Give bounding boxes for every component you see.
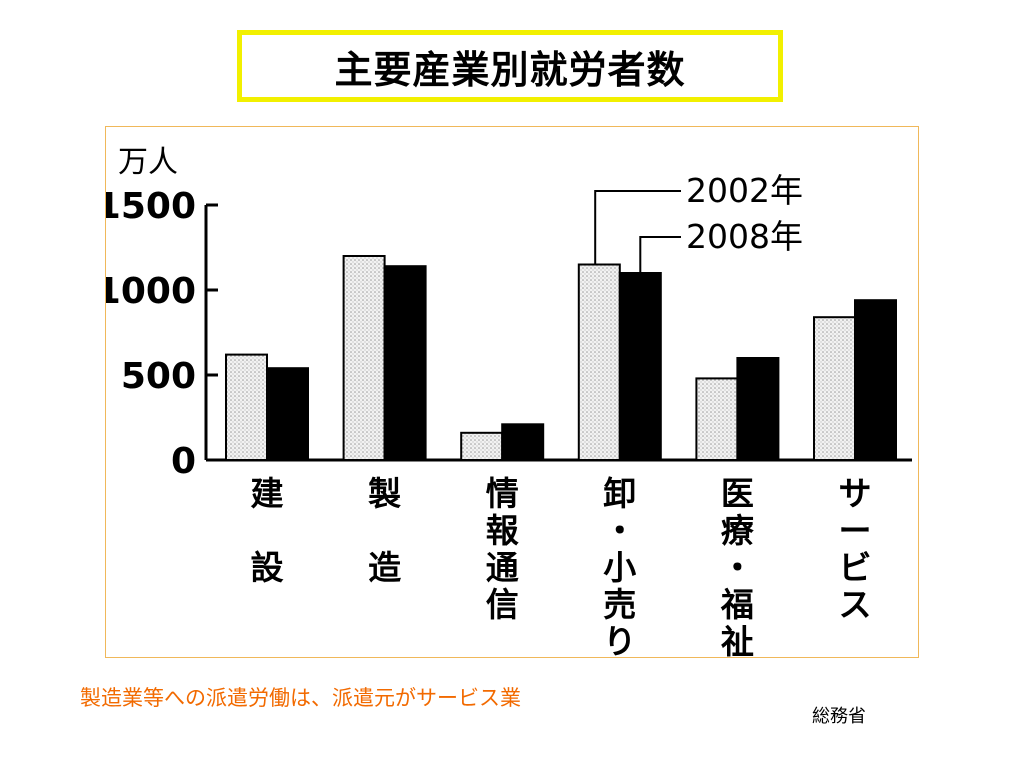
footnote: 製造業等への派遣労働は、派遣元がサービス業 (80, 686, 521, 710)
bar-2002 (460, 431, 504, 461)
category-label: 療 (721, 511, 755, 550)
source-label: 総務省 (812, 706, 866, 727)
bar-2008 (736, 357, 780, 461)
category-label: 製 (368, 474, 401, 513)
y-tick-label: 500 (121, 356, 196, 397)
bar-2008 (854, 299, 897, 461)
category-label: 小 (603, 548, 636, 587)
category-label: ・ (721, 548, 754, 587)
category-label: 報 (486, 511, 519, 550)
category-label: 設 (251, 548, 284, 587)
category-label: 売 (603, 585, 636, 624)
y-tick-label: 0 (171, 441, 196, 482)
title-box: 主要産業別就労者数 (237, 30, 783, 102)
category-label: サ (839, 474, 872, 513)
category-label: 祉 (721, 622, 754, 659)
bar-2008 (266, 367, 309, 461)
category-label: 造 (368, 548, 401, 587)
bar-2002 (577, 263, 621, 461)
bar-2008 (618, 272, 662, 461)
category-label: 福 (720, 585, 754, 624)
y-tick-label: 1000 (106, 271, 196, 312)
category-label: ス (839, 585, 872, 624)
category-label: 信 (486, 585, 519, 624)
legend-label-2008: 2008年 (686, 217, 803, 256)
y-axis-label: 万人 (118, 145, 178, 180)
bar-2008 (383, 265, 427, 461)
category-label: り (603, 622, 636, 659)
legend-leader-2008 (639, 236, 681, 273)
bar-2008 (501, 423, 545, 461)
category-label: ビ (839, 548, 872, 587)
bar-2002 (225, 353, 268, 462)
bar-2002 (813, 316, 856, 461)
legend-leader-2002 (594, 190, 681, 265)
category-label: ・ (603, 511, 636, 550)
category-label: 情 (486, 474, 519, 513)
category-label: 通 (486, 548, 519, 587)
y-tick-label: 1500 (106, 186, 196, 227)
category-label: 建 (251, 474, 284, 513)
category-label: ー (839, 511, 872, 550)
page-title: 主要産業別就労者数 (334, 47, 686, 92)
bar-chart: 050010001500万人建設製造情報通信卸・小売り医療・福祉サービス2002… (106, 145, 912, 659)
category-label: 医 (721, 474, 754, 513)
category-label: 卸 (603, 474, 636, 513)
legend-label-2002: 2002年 (686, 171, 803, 210)
chart-frame: 0 500 1000 1500 万人建設製造情報通信卸・小売り医療・福祉サービス 2002… (105, 126, 919, 659)
bar-2002 (695, 377, 739, 461)
bar-2002 (342, 255, 386, 461)
